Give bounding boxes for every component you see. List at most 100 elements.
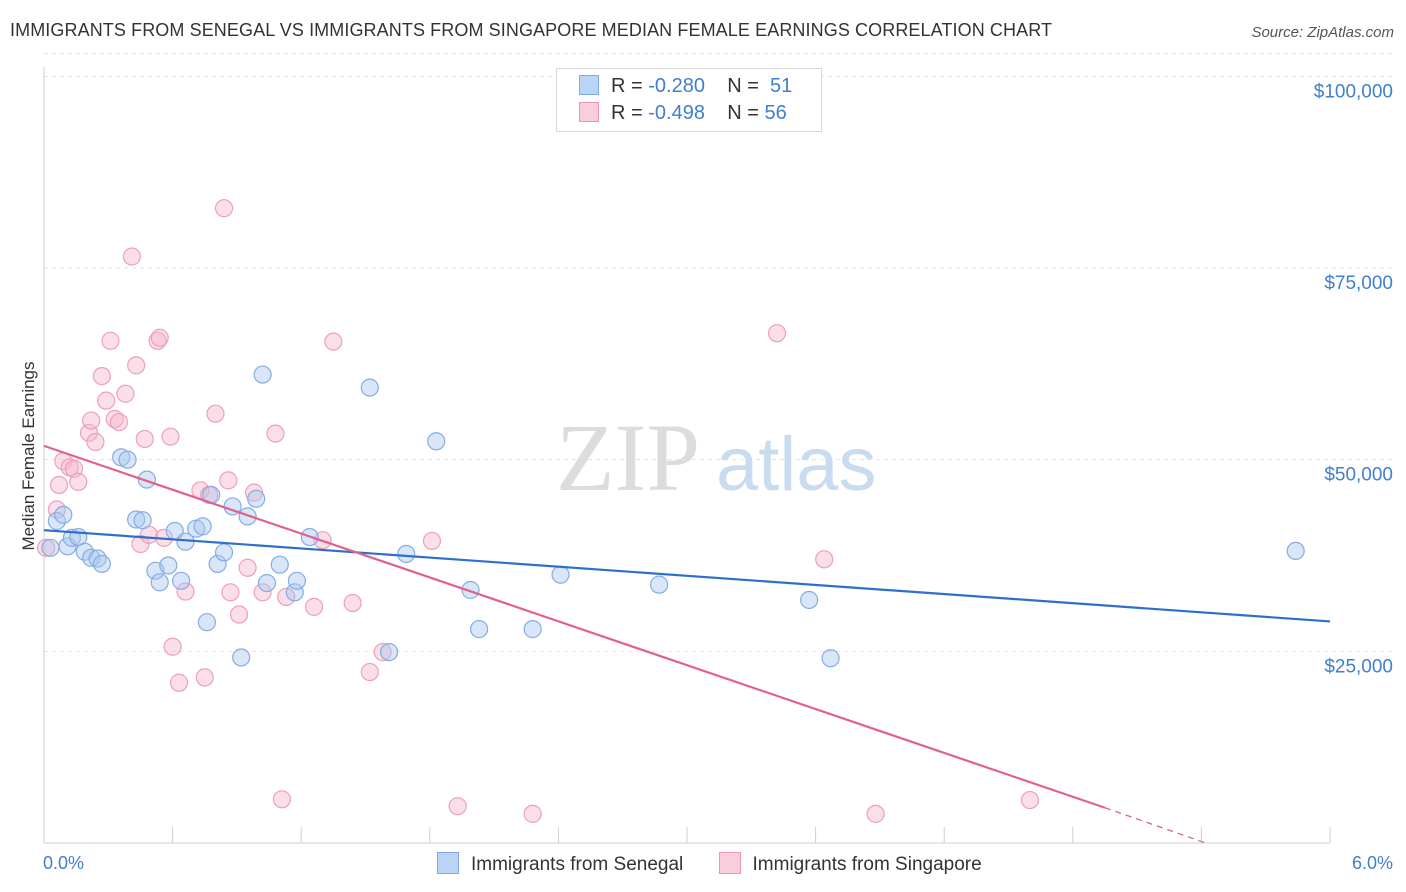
singapore-point bbox=[86, 432, 105, 452]
singapore-point bbox=[221, 583, 240, 602]
singapore-point bbox=[238, 558, 257, 577]
singapore-trend-line bbox=[43, 444, 1106, 809]
senegal-point bbox=[159, 556, 178, 575]
singapore-swatch bbox=[579, 102, 599, 122]
singapore-point bbox=[1020, 790, 1040, 810]
singapore-point bbox=[324, 332, 343, 351]
legend-row-singapore: R = -0.498 N = 56 bbox=[579, 102, 787, 128]
senegal-point bbox=[551, 565, 570, 584]
senegal-point bbox=[650, 575, 669, 594]
singapore-point bbox=[866, 804, 885, 823]
senegal-legend-swatch bbox=[437, 852, 459, 874]
senegal-point bbox=[397, 544, 416, 564]
singapore-r-value: -0.498 bbox=[648, 102, 705, 124]
senegal-point bbox=[821, 649, 840, 668]
senegal-point bbox=[379, 642, 399, 662]
singapore-point bbox=[92, 367, 111, 386]
singapore-point bbox=[69, 472, 88, 491]
singapore-point bbox=[253, 583, 272, 602]
senegal-point bbox=[172, 571, 191, 590]
singapore-point bbox=[82, 411, 101, 430]
trend-lines bbox=[43, 444, 1331, 844]
senegal-point bbox=[1286, 541, 1305, 561]
senegal-point bbox=[127, 510, 146, 529]
senegal-point bbox=[247, 489, 266, 508]
singapore-point bbox=[169, 673, 189, 692]
y-tick-label-0: $25,000 bbox=[1324, 656, 1393, 677]
singapore-point bbox=[272, 790, 292, 809]
senegal-point bbox=[523, 619, 542, 639]
singapore-point bbox=[422, 531, 442, 551]
singapore-r-label: R = bbox=[611, 102, 649, 124]
senegal-point bbox=[285, 583, 304, 602]
series-legend: Immigrants from Senegal Immigrants from … bbox=[437, 852, 1012, 876]
senegal-point bbox=[82, 548, 101, 567]
singapore-n-value: 56 bbox=[764, 102, 787, 124]
senegal-point bbox=[461, 580, 480, 600]
senegal-swatch bbox=[579, 75, 599, 95]
singapore-point bbox=[127, 356, 146, 375]
singapore-point bbox=[122, 247, 141, 266]
singapore-point bbox=[150, 328, 169, 347]
x-tick-label-max: 6.0% bbox=[1352, 853, 1393, 873]
singapore-point bbox=[195, 668, 214, 687]
singapore-point bbox=[277, 587, 296, 607]
senegal-r-value: -0.280 bbox=[648, 75, 705, 97]
senegal-point bbox=[270, 555, 289, 574]
y-tick-label-2: $75,000 bbox=[1324, 273, 1393, 294]
senegal-point bbox=[92, 554, 111, 574]
senegal-point bbox=[469, 619, 489, 639]
singapore-point bbox=[37, 538, 56, 557]
watermark-atlas: atlas bbox=[716, 422, 877, 507]
senegal-point bbox=[137, 470, 156, 489]
legend-row-senegal: R = -0.280 N = 51 bbox=[579, 75, 792, 101]
singapore-point bbox=[304, 597, 324, 616]
legend-item-singapore[interactable]: Immigrants from Singapore bbox=[718, 852, 982, 876]
senegal-point bbox=[150, 573, 169, 592]
singapore-legend-label: Immigrants from Singapore bbox=[752, 854, 982, 875]
singapore-point bbox=[116, 384, 135, 403]
senegal-point bbox=[360, 378, 379, 397]
senegal-point bbox=[54, 505, 73, 524]
singapore-point bbox=[163, 637, 182, 656]
singapore-point bbox=[266, 424, 285, 443]
senegal-point bbox=[427, 432, 446, 451]
senegal-point bbox=[253, 365, 272, 384]
senegal-point bbox=[193, 517, 212, 536]
senegal-r-label: R = bbox=[611, 75, 649, 97]
singapore-point bbox=[214, 199, 234, 218]
singapore-point bbox=[343, 593, 362, 613]
chart-title: IMMIGRANTS FROM SENEGAL VS IMMIGRANTS FR… bbox=[10, 20, 1053, 40]
y-axis-title: Median Female Earnings bbox=[19, 362, 38, 551]
senegal-point bbox=[257, 573, 277, 593]
y-tick-labels: $25,000 $50,000 $75,000 $100,000 bbox=[1314, 81, 1393, 677]
singapore-points bbox=[37, 199, 1040, 823]
singapore-n-label: N = bbox=[727, 102, 765, 124]
senegal-point bbox=[118, 450, 137, 469]
senegal-point bbox=[208, 554, 227, 574]
source-label: Source: ZipAtlas.com bbox=[1251, 24, 1394, 41]
senegal-trend-line bbox=[43, 529, 1331, 623]
singapore-point bbox=[161, 427, 180, 446]
stats-legend: R = -0.280 N = 51 R = -0.498 N = 56 bbox=[556, 68, 822, 132]
senegal-point bbox=[214, 543, 234, 562]
senegal-points bbox=[41, 365, 1305, 668]
legend-item-senegal[interactable]: Immigrants from Senegal bbox=[437, 852, 683, 876]
singapore-point bbox=[101, 331, 120, 350]
singapore-point bbox=[135, 429, 154, 449]
senegal-n-label: N = bbox=[727, 75, 765, 97]
watermark-zip: ZIP bbox=[556, 404, 700, 511]
axes bbox=[43, 67, 1331, 844]
singapore-point bbox=[206, 404, 225, 423]
singapore-point bbox=[523, 804, 542, 823]
singapore-point bbox=[219, 471, 238, 490]
singapore-point bbox=[148, 331, 167, 350]
senegal-point bbox=[287, 571, 307, 590]
singapore-point bbox=[360, 662, 379, 682]
singapore-point bbox=[815, 550, 834, 569]
x-tick-label-min: 0.0% bbox=[43, 853, 84, 873]
senegal-point bbox=[232, 648, 251, 667]
senegal-point bbox=[197, 613, 216, 632]
singapore-point bbox=[49, 475, 69, 495]
